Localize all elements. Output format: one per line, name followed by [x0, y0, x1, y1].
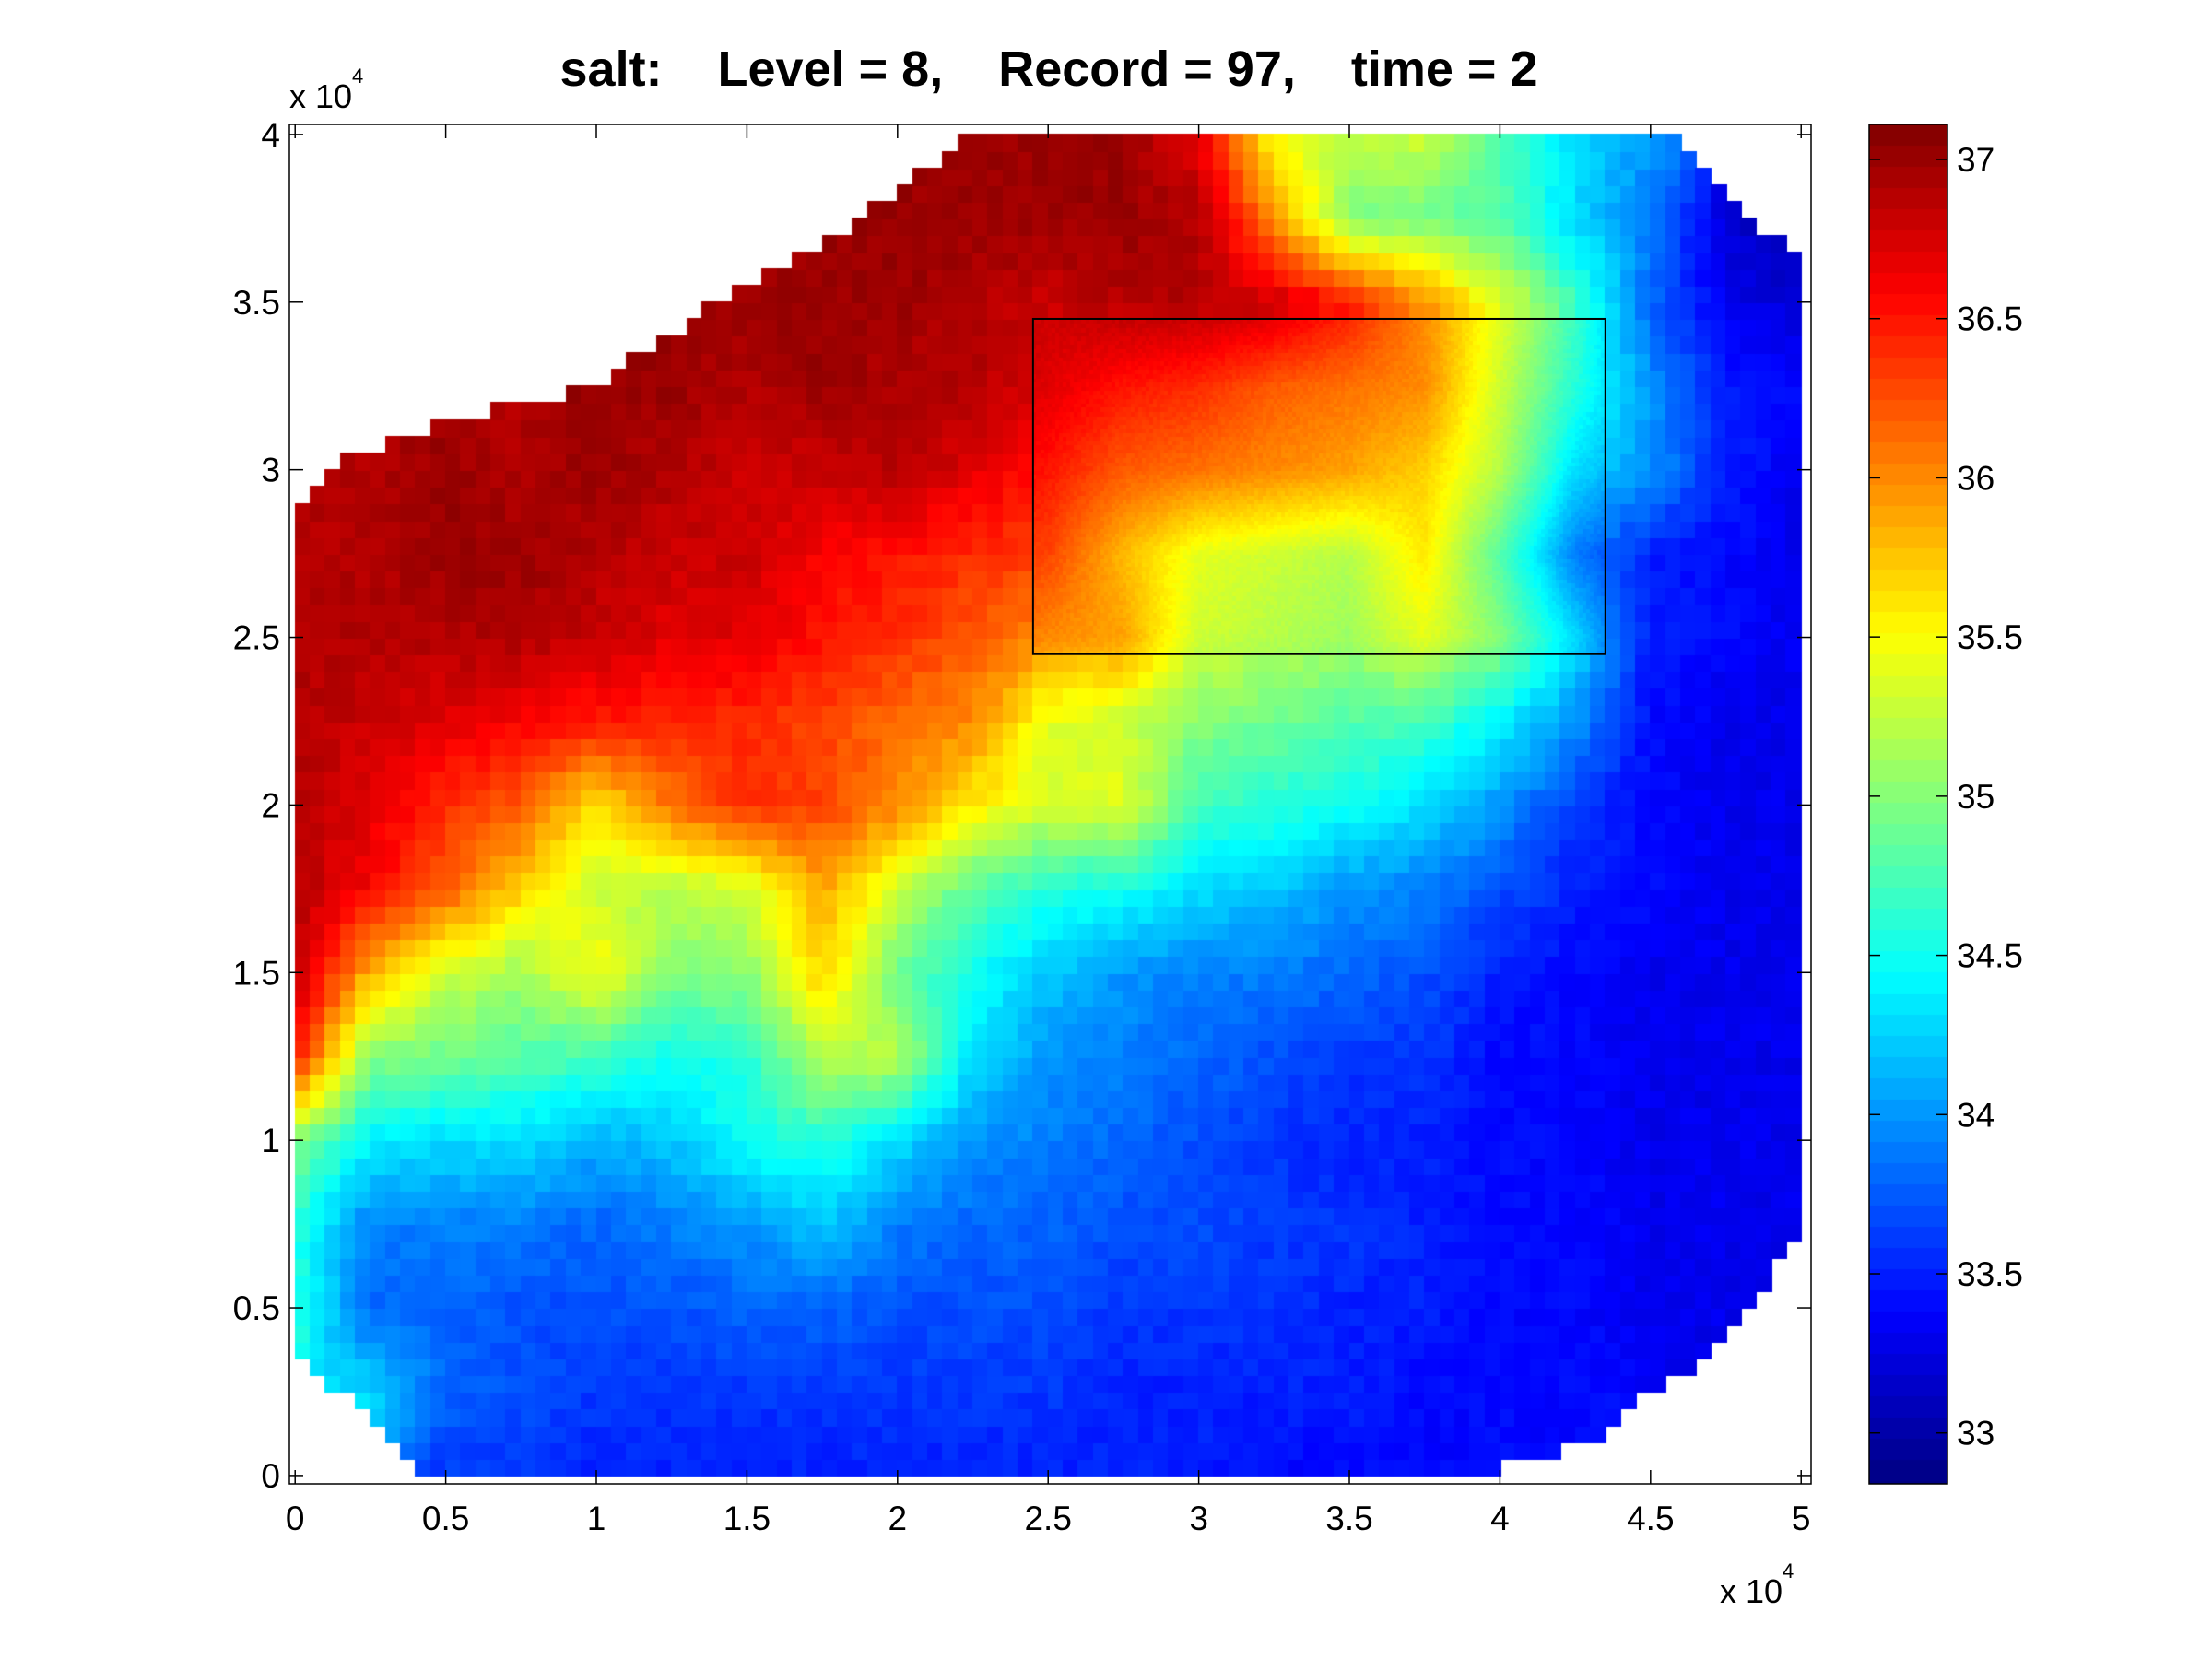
x-tick-label: 3 — [1189, 1500, 1208, 1537]
colorbar-tick-label: 35 — [1957, 778, 1994, 816]
colorbar-tick-label: 33 — [1957, 1415, 1994, 1453]
colorbar-tick-label: 36 — [1957, 459, 1994, 497]
colorbar-tick-label: 36.5 — [1957, 300, 2023, 338]
x-tick-label: 0 — [286, 1500, 305, 1537]
y-tick-label: 2.5 — [233, 619, 280, 657]
y-tick-label: 0.5 — [233, 1289, 280, 1327]
colorbar-tick-label: 33.5 — [1957, 1255, 2023, 1293]
x-tick-label: 1.5 — [724, 1500, 771, 1537]
x-tick-label: 3.5 — [1325, 1500, 1372, 1537]
x-tick-label: 5 — [1792, 1500, 1811, 1537]
colorbar-tick-label: 34.5 — [1957, 937, 2023, 975]
colorbar-tick-label: 35.5 — [1957, 618, 2023, 656]
x-tick-label: 2 — [888, 1500, 908, 1537]
y-exponent-label: x 104 — [289, 65, 363, 116]
x-exponent-label: x 104 — [1720, 1559, 1794, 1611]
colorbar — [1869, 124, 1947, 1484]
x-exponent-power: 4 — [1783, 1559, 1794, 1583]
chart-title: salt: Level = 8, Record = 97, time = 2 — [559, 41, 1538, 97]
x-tick-label: 4.5 — [1627, 1500, 1674, 1537]
salinity-heatmap — [289, 124, 1811, 1484]
y-tick-label: 2 — [261, 786, 280, 824]
x-tick-label: 4 — [1490, 1500, 1510, 1537]
x-exponent-base: x 10 — [1720, 1572, 1783, 1610]
y-tick-label: 0 — [261, 1457, 280, 1495]
colorbar-frame — [1868, 124, 1948, 1485]
x-tick-label: 2.5 — [1024, 1500, 1071, 1537]
axes-frame — [288, 124, 1812, 1485]
y-tick-label: 3.5 — [233, 284, 280, 322]
y-tick-label: 1.5 — [233, 954, 280, 992]
colorbar-tick-label: 34 — [1957, 1096, 1994, 1134]
y-tick-label: 4 — [261, 116, 280, 154]
y-tick-label: 1 — [261, 1122, 280, 1159]
y-exponent-base: x 10 — [289, 77, 353, 115]
y-exponent-power: 4 — [352, 65, 364, 88]
x-tick-label: 1 — [587, 1500, 606, 1537]
annotation-box — [1031, 317, 1606, 655]
x-tick-label: 0.5 — [422, 1500, 469, 1537]
y-tick-label: 3 — [261, 452, 280, 489]
colorbar-tick-label: 37 — [1957, 141, 1994, 179]
